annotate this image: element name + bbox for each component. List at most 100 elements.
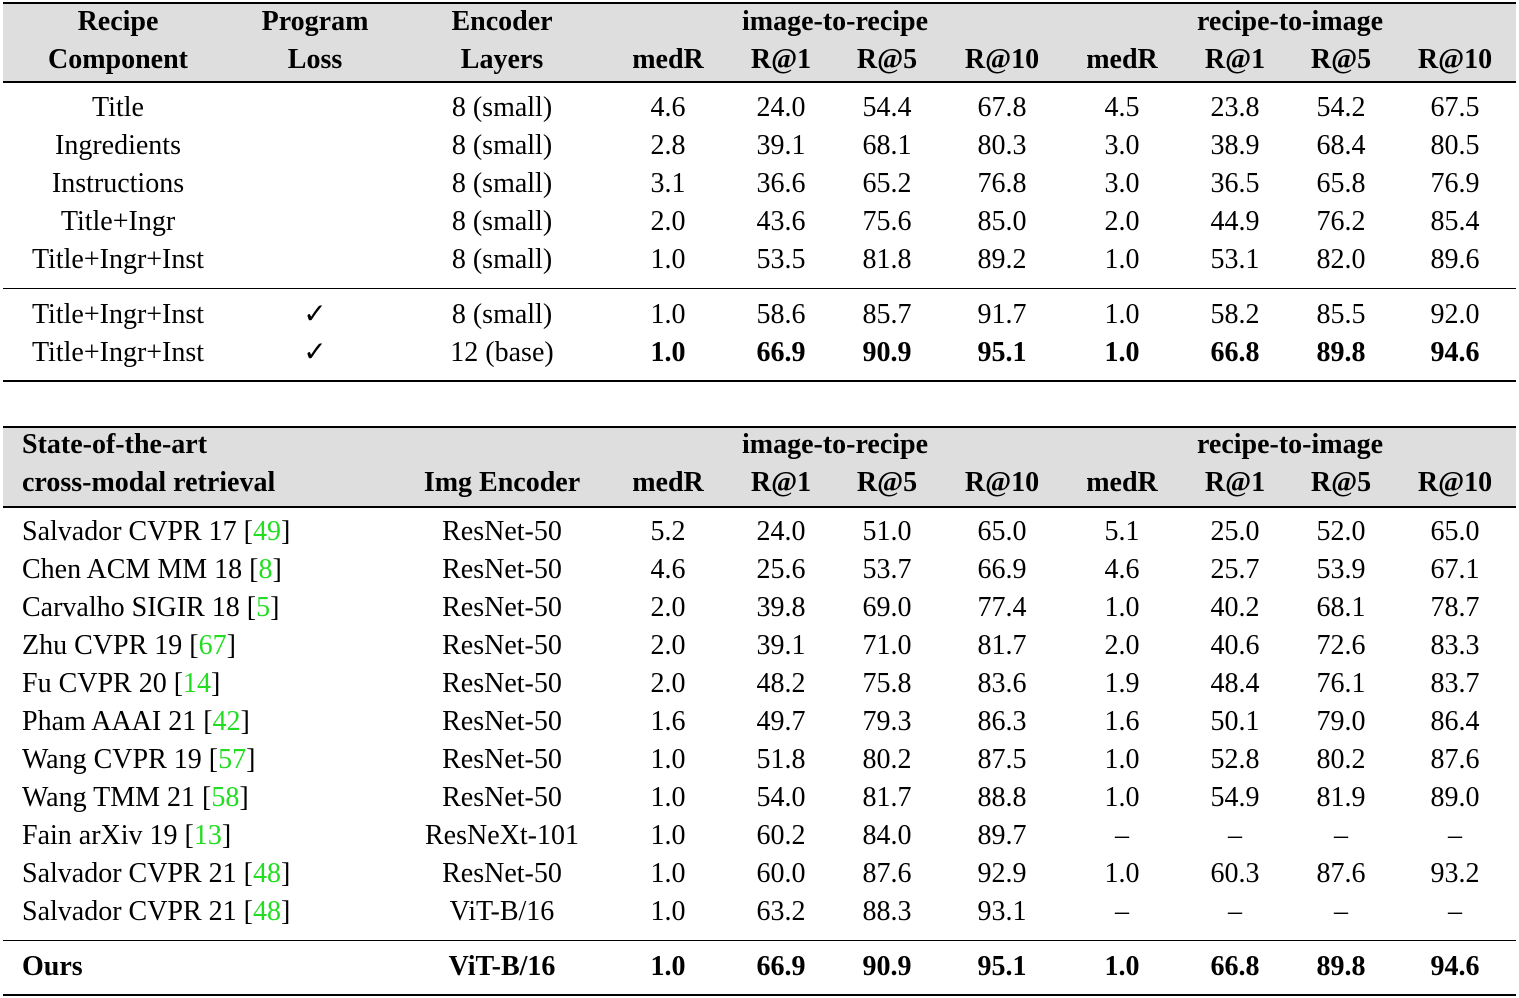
method: Salvador CVPR 21 [48] [22, 898, 290, 926]
metric-value: 76.9 [1430, 168, 1480, 199]
metric-value: 4.6 [1104, 554, 1140, 585]
metric-value: 54.4 [862, 92, 912, 123]
metric-value: 38.9 [1210, 130, 1260, 161]
citation[interactable]: 57 [218, 744, 247, 775]
encoder: ViT-B/16 [448, 951, 556, 982]
metric-value: 36.6 [756, 168, 806, 199]
metric-value: 54.0 [756, 782, 806, 813]
component: Title+Ingr+Inst [31, 299, 205, 330]
metric-value: 75.8 [862, 668, 912, 699]
encoder: ResNet-50 [442, 516, 562, 547]
citation[interactable]: 48 [253, 858, 281, 889]
metric-value: 51.8 [756, 744, 806, 775]
encoder: 8 (small) [451, 92, 553, 123]
metric-value: 90.9 [862, 951, 912, 982]
column-header: Component [47, 44, 189, 75]
metric-value: – [1115, 820, 1129, 851]
metric-value: 2.0 [650, 592, 686, 623]
metric-value: 24.0 [756, 516, 806, 547]
metric-value: 87.6 [1316, 858, 1366, 889]
metric-value: 80.2 [1316, 744, 1366, 775]
metric-value: 68.1 [1316, 592, 1366, 623]
metric-value: 39.8 [756, 592, 806, 623]
metric-value: 51.0 [862, 516, 912, 547]
metric-value: 50.1 [1210, 706, 1260, 737]
header-band [3, 3, 1516, 82]
method: Salvador CVPR 17 [49] [22, 518, 290, 546]
metric-value: 80.2 [862, 744, 912, 775]
metric-value: 1.0 [650, 951, 686, 982]
metric-value: 58.6 [756, 299, 806, 330]
citation[interactable]: 49 [253, 516, 281, 547]
metric-value: – [1228, 820, 1242, 851]
metric-value: 88.8 [977, 782, 1027, 813]
method-text: Fain arXiv 19 [ [22, 820, 194, 851]
metric-value: 4.6 [650, 92, 686, 123]
metric-value: 71.0 [862, 630, 912, 661]
method: Salvador CVPR 21 [48] [22, 860, 290, 888]
metric-value: 81.9 [1316, 782, 1366, 813]
citation[interactable]: 8 [258, 554, 273, 585]
metric-value: 1.9 [1104, 668, 1140, 699]
metric-value: 65.0 [1430, 516, 1480, 547]
encoder: ResNet-50 [442, 706, 562, 737]
metric-value: – [1228, 896, 1242, 927]
metric-value: 67.8 [977, 92, 1027, 123]
metric-value: 4.5 [1104, 92, 1140, 123]
metric-value: 94.6 [1430, 337, 1480, 368]
metric-value: 1.0 [650, 744, 686, 775]
method-text: ] [211, 668, 221, 699]
metric-value: 2.0 [1104, 206, 1140, 237]
metric-header: R@5 [1310, 44, 1372, 75]
encoder: ResNet-50 [442, 744, 562, 775]
method-text: Salvador CVPR 21 [ [22, 858, 253, 889]
encoder: 8 (small) [451, 168, 553, 199]
header-rule [3, 506, 1516, 508]
metric-value: 1.0 [1104, 592, 1140, 623]
metric-value: 85.7 [862, 299, 912, 330]
metric-value: 48.4 [1210, 668, 1260, 699]
citation[interactable]: 58 [211, 782, 240, 813]
metric-value: 89.6 [1430, 244, 1480, 275]
metric-value: 58.2 [1210, 299, 1260, 330]
metric-value: 68.4 [1316, 130, 1366, 161]
citation[interactable]: 48 [253, 896, 281, 927]
metric-value: 67.5 [1430, 92, 1480, 123]
column-header: Img Encoder [423, 467, 581, 498]
citation[interactable]: 67 [198, 630, 227, 661]
citation[interactable]: 5 [256, 592, 271, 623]
metric-value: 81.7 [977, 630, 1027, 661]
metric-value: 60.3 [1210, 858, 1260, 889]
encoder: 8 (small) [451, 299, 553, 330]
citation[interactable]: 42 [212, 706, 241, 737]
metric-value: 52.0 [1316, 516, 1366, 547]
metric-value: – [1334, 820, 1348, 851]
metric-value: 24.0 [756, 92, 806, 123]
method-text: Wang TMM 21 [ [22, 782, 212, 813]
component: Title+Ingr+Inst [31, 244, 205, 275]
column-header: Encoder [451, 6, 553, 37]
metric-value: 87.6 [862, 858, 912, 889]
metric-header: R@10 [964, 467, 1040, 498]
encoder: 12 (base) [450, 337, 554, 368]
metric-value: 2.0 [650, 630, 686, 661]
method: Carvalho SIGIR 18 [5] [22, 594, 279, 622]
metric-value: 89.7 [977, 820, 1027, 851]
header-band [3, 427, 1516, 507]
citation[interactable]: 13 [193, 820, 222, 851]
metric-value: 78.7 [1430, 592, 1480, 623]
metric-value: 69.0 [862, 592, 912, 623]
top-rule [3, 426, 1516, 428]
citation[interactable]: 14 [183, 668, 212, 699]
metric-value: 23.8 [1210, 92, 1260, 123]
metric-value: 95.1 [977, 951, 1027, 982]
metric-header: R@1 [1204, 467, 1266, 498]
metric-value: 83.7 [1430, 668, 1480, 699]
metric-value: 53.9 [1316, 554, 1366, 585]
method: Ours [22, 951, 83, 982]
metric-value: 63.2 [756, 896, 806, 927]
metric-value: 89.0 [1430, 782, 1480, 813]
metric-value: – [1334, 896, 1348, 927]
metric-value: 65.2 [862, 168, 912, 199]
